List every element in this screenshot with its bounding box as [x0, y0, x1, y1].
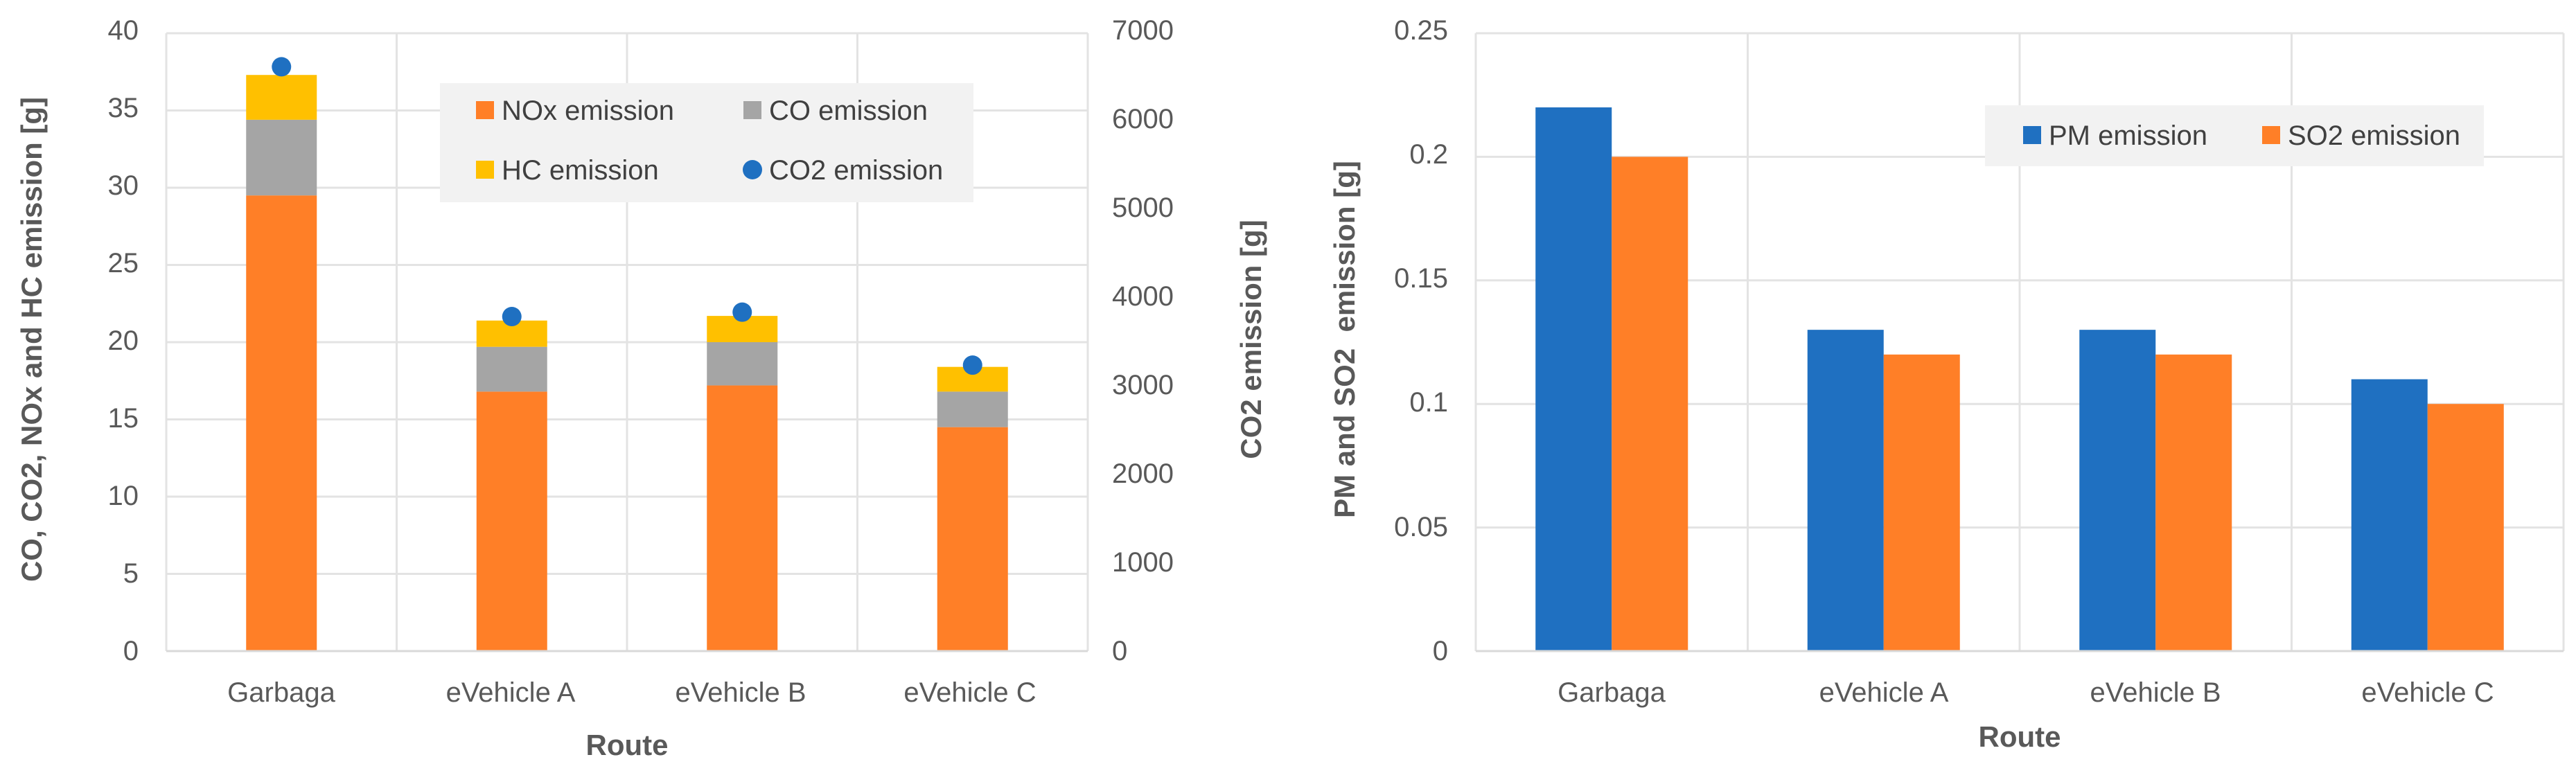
right-y-tick: 0.2: [1409, 139, 1448, 170]
right-x-ticks: Garbaga eVehicle A eVehicle B eVehicle C: [1558, 677, 2494, 708]
left-bars: [246, 75, 1008, 651]
left-x-tick: eVehicle A: [446, 677, 576, 708]
left-y2-tick: 7000: [1112, 15, 1174, 46]
left-y-tick: 15: [108, 403, 139, 434]
co2-point: [962, 355, 982, 375]
left-y-tick: 10: [108, 481, 139, 511]
left-co2-points: [272, 57, 982, 375]
legend-nox-label: NOx emission: [502, 96, 674, 126]
right-y-tick: 0.1: [1409, 387, 1448, 418]
co2-point: [732, 302, 752, 322]
bar-co-segment: [707, 342, 778, 386]
right-x-tick: eVehicle A: [1819, 677, 1949, 708]
right-y-tick: 0.25: [1394, 15, 1448, 46]
left-y2-ticks: 0 1000 2000 3000 4000 5000 6000 7000: [1112, 15, 1174, 666]
legend-co-label: CO emission: [769, 96, 928, 126]
left-y-tick: 20: [108, 326, 139, 356]
legend-co2-label: CO2 emission: [769, 155, 943, 186]
bar-so2: [2427, 404, 2504, 651]
left-y-ticks: 0 5 10 15 20 25 30 35 40: [108, 15, 139, 666]
legend-hc-swatch: [476, 161, 494, 179]
left-y2-tick: 3000: [1112, 370, 1174, 400]
co2-point: [502, 307, 522, 327]
left-y2-axis-title: CO2 emission [g]: [1235, 220, 1267, 459]
bar-nox-segment: [707, 385, 778, 651]
legend-so2-swatch: [2262, 126, 2280, 144]
left-y2-tick: 2000: [1112, 459, 1174, 489]
right-chart: 0 0.05 0.1 0.15 0.2 0.25 Garbaga eVehicl…: [1328, 15, 2565, 753]
legend-pm-label: PM emission: [2049, 121, 2207, 151]
left-x-tick: eVehicle C: [903, 677, 1036, 708]
right-x-tick: eVehicle B: [2090, 677, 2221, 708]
left-x-tick: Garbaga: [227, 677, 335, 708]
left-chart: 0 5 10 15 20 25 30 35 40 0 1000 2000 300…: [15, 15, 1267, 761]
right-y-tick: 0.15: [1394, 263, 1448, 294]
left-x-tick: eVehicle B: [675, 677, 806, 708]
left-legend-background: [440, 83, 973, 202]
right-y-axis-title: PM and SO2 emission [g]: [1328, 161, 1361, 518]
legend-so2-label: SO2 emission: [2288, 121, 2460, 151]
left-y-tick: 35: [108, 93, 139, 123]
bar-pm: [2351, 379, 2428, 651]
bar-so2: [1612, 157, 1688, 651]
legend-hc-label: HC emission: [502, 155, 659, 186]
left-y2-tick: 5000: [1112, 193, 1174, 223]
left-x-axis-title: Route: [586, 729, 669, 761]
left-y2-tick: 4000: [1112, 281, 1174, 312]
bar-pm: [1535, 107, 1612, 652]
right-x-tick: Garbaga: [1558, 677, 1666, 708]
bar-nox-segment: [476, 391, 547, 651]
right-x-axis-title: Route: [1979, 720, 2061, 753]
right-legend: PM emission SO2 emission: [1985, 105, 2484, 166]
bar-nox-segment: [937, 427, 1008, 651]
left-x-ticks: Garbaga eVehicle A eVehicle B eVehicle C: [227, 677, 1036, 708]
bar-pm: [1807, 330, 1884, 651]
bar-nox-segment: [246, 195, 317, 651]
legend-nox-swatch: [476, 101, 494, 119]
right-bars: [1535, 107, 2504, 652]
legend-co2-marker: [743, 160, 762, 179]
bar-so2: [1883, 354, 1960, 651]
left-y2-tick: 1000: [1112, 547, 1174, 578]
right-y-tick: 0: [1433, 636, 1448, 666]
co2-point: [272, 57, 292, 77]
bar-co-segment: [937, 391, 1008, 427]
right-y-ticks: 0 0.05 0.1 0.15 0.2 0.25: [1394, 15, 1448, 666]
left-y-tick: 0: [123, 636, 139, 666]
bar-co-segment: [476, 346, 547, 392]
left-y2-tick: 6000: [1112, 104, 1174, 134]
left-y2-tick: 0: [1112, 636, 1127, 666]
bar-co-segment: [246, 119, 317, 196]
left-y-tick: 40: [108, 15, 139, 46]
left-y-tick: 25: [108, 248, 139, 278]
legend-co-swatch: [743, 101, 761, 119]
right-y-tick: 0.05: [1394, 512, 1448, 542]
left-y-tick: 30: [108, 170, 139, 201]
left-y-axis-title: CO, CO2, NOx and HC emission [g]: [15, 97, 48, 582]
bar-pm: [2079, 330, 2156, 651]
bar-so2: [2155, 354, 2232, 651]
right-x-tick: eVehicle C: [2361, 677, 2494, 708]
right-legend-background: [1985, 105, 2484, 166]
legend-pm-swatch: [2023, 126, 2041, 144]
left-legend: NOx emission CO emission HC emission CO2…: [440, 83, 973, 202]
bar-hc-segment: [246, 75, 317, 120]
left-y-tick: 5: [123, 558, 139, 589]
